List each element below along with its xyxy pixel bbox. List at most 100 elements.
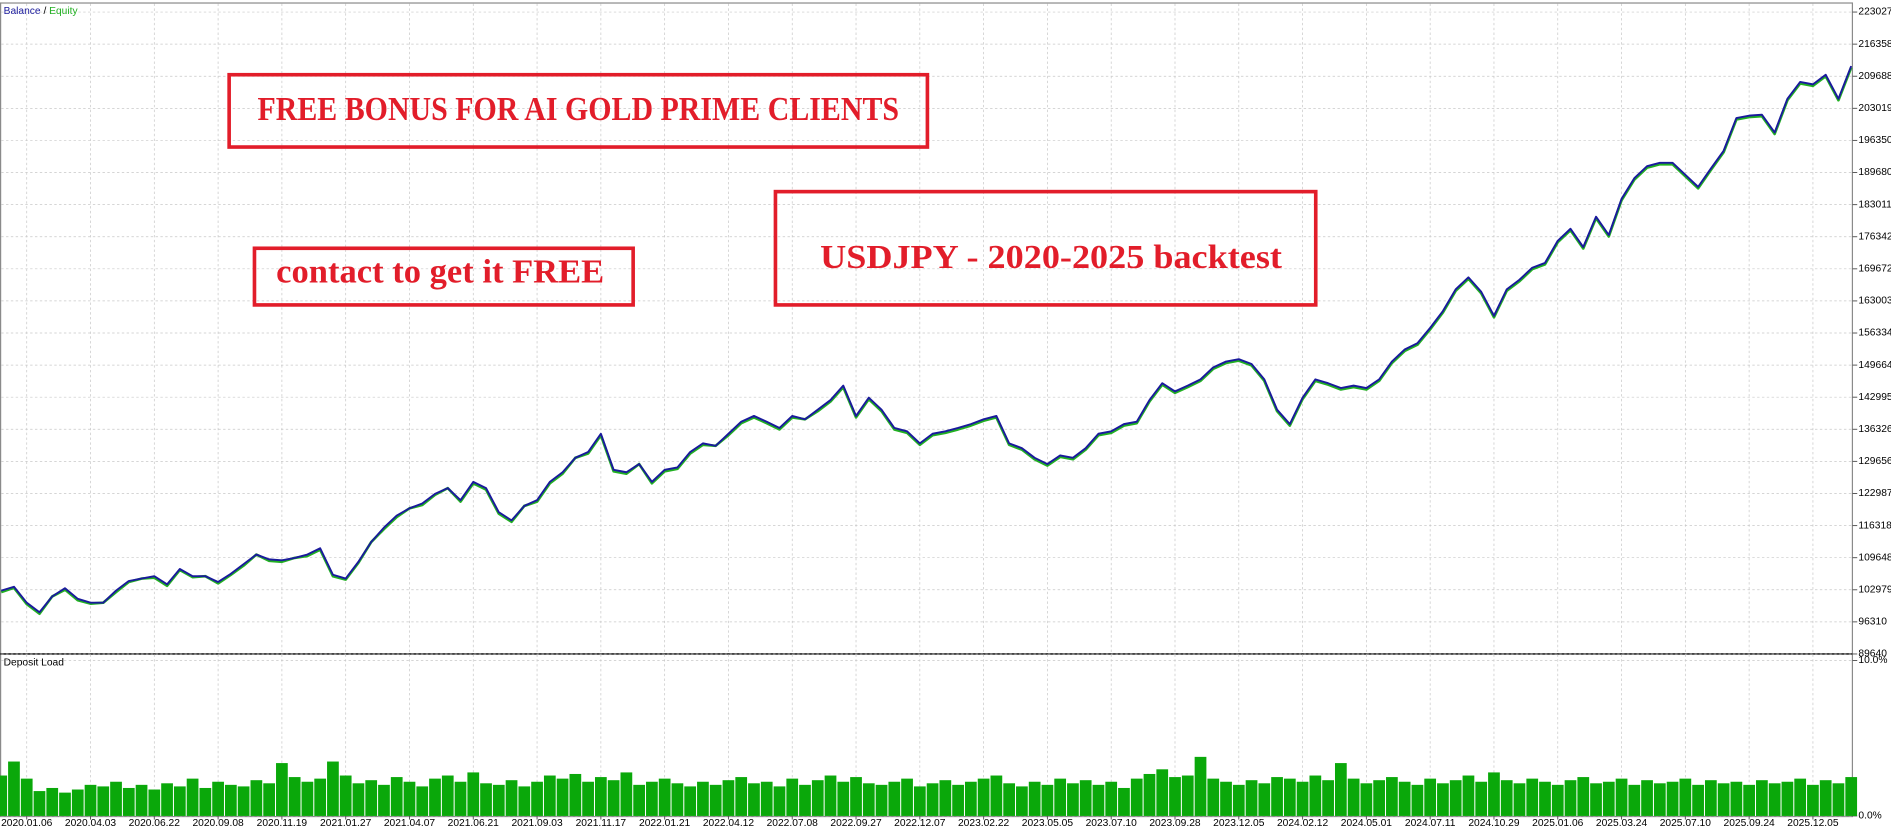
bar xyxy=(84,784,97,816)
bar xyxy=(862,783,875,816)
y-tick-label: 96310 xyxy=(1858,617,1887,628)
bar xyxy=(1309,775,1322,816)
bar xyxy=(8,761,20,816)
y-tick-label: 223027 xyxy=(1858,7,1891,18)
bar xyxy=(1283,778,1296,816)
y-tick-label: 183011 xyxy=(1858,199,1891,210)
panel-title: Deposit Load xyxy=(4,658,65,669)
bar xyxy=(301,781,314,816)
bar xyxy=(1602,781,1615,816)
bar xyxy=(837,781,850,816)
bar xyxy=(1245,780,1258,816)
bar xyxy=(403,781,416,816)
bar xyxy=(46,787,59,816)
y-tick-label: 216358 xyxy=(1858,39,1891,50)
bar xyxy=(1220,781,1232,816)
bar xyxy=(378,784,390,816)
bar xyxy=(33,791,46,816)
bar xyxy=(1194,756,1207,816)
y-tick-label: 209688 xyxy=(1858,71,1891,82)
legend-entry: Balance xyxy=(4,6,41,17)
bar xyxy=(531,781,543,816)
bar xyxy=(1156,769,1169,816)
bar xyxy=(1169,777,1181,816)
bar xyxy=(773,786,786,816)
y-tick-label: 10.0% xyxy=(1858,655,1887,666)
bar xyxy=(1373,780,1386,816)
bar xyxy=(1092,784,1105,816)
y-tick-label: 122987 xyxy=(1858,488,1891,499)
series-line xyxy=(0,67,1853,616)
bar xyxy=(429,778,441,816)
bar xyxy=(467,772,480,816)
bar xyxy=(1832,783,1845,816)
bar xyxy=(569,773,582,816)
bar xyxy=(1500,780,1513,816)
y-tick-label: 196350 xyxy=(1858,135,1891,146)
bar xyxy=(1513,783,1526,816)
bar xyxy=(1143,773,1156,816)
bar xyxy=(1181,775,1194,816)
annotation: contact to get it FREE xyxy=(276,254,604,291)
bar xyxy=(1794,778,1807,816)
bar xyxy=(1207,778,1220,816)
bar xyxy=(1577,777,1590,816)
x-tick-label: 2022.09.27 xyxy=(830,818,882,828)
bar xyxy=(250,780,263,816)
bar xyxy=(607,780,620,816)
x-tick-label: 2024.02.12 xyxy=(1277,818,1329,828)
bar xyxy=(697,781,709,816)
bar xyxy=(1641,780,1653,816)
bar xyxy=(1692,784,1704,816)
x-tick-label: 2021.04.07 xyxy=(384,818,436,828)
x-tick-label: 2022.01.21 xyxy=(639,818,691,828)
bar xyxy=(1118,787,1130,816)
bar xyxy=(1615,778,1628,816)
bar xyxy=(901,778,913,816)
bar xyxy=(850,777,862,816)
x-tick-label: 2022.07.08 xyxy=(767,818,819,828)
legend: Balance / Equity xyxy=(4,6,79,17)
bar xyxy=(582,781,594,816)
series-line xyxy=(0,65,1853,614)
bar xyxy=(199,787,212,816)
bar xyxy=(1398,781,1411,816)
bar xyxy=(352,783,365,816)
y-tick-label: 176342 xyxy=(1858,231,1891,242)
bar xyxy=(365,780,378,816)
bar xyxy=(1819,780,1832,816)
x-tick-label: 2020.01.06 xyxy=(1,818,53,828)
bar xyxy=(913,786,926,816)
bar xyxy=(122,787,135,816)
x-tick-label: 2025.12.05 xyxy=(1787,818,1839,828)
bar xyxy=(722,780,735,816)
y-tick-label: 129656 xyxy=(1858,456,1891,467)
bar xyxy=(1232,784,1245,816)
y-tick-label: 116318 xyxy=(1858,520,1891,531)
legend-entry: Equity xyxy=(49,6,78,17)
bar xyxy=(1768,783,1781,816)
bar xyxy=(1845,777,1858,816)
bar xyxy=(97,786,110,816)
bar xyxy=(505,780,518,816)
bar xyxy=(1781,781,1794,816)
bar xyxy=(288,777,301,816)
bar xyxy=(480,783,492,816)
bar xyxy=(1807,784,1819,816)
bar xyxy=(263,783,276,816)
bar xyxy=(1296,781,1309,816)
bar xyxy=(1258,783,1271,816)
y-tick-label: 189680 xyxy=(1858,167,1891,178)
bar xyxy=(390,777,403,816)
y-tick-label: 142995 xyxy=(1858,392,1891,403)
bar xyxy=(1386,777,1398,816)
bar xyxy=(20,778,33,816)
bar xyxy=(1666,781,1679,816)
bar xyxy=(633,784,646,816)
bar xyxy=(1028,781,1041,816)
bar xyxy=(684,786,697,816)
bar xyxy=(1437,783,1449,816)
bar xyxy=(1411,784,1424,816)
bar xyxy=(1488,772,1500,816)
